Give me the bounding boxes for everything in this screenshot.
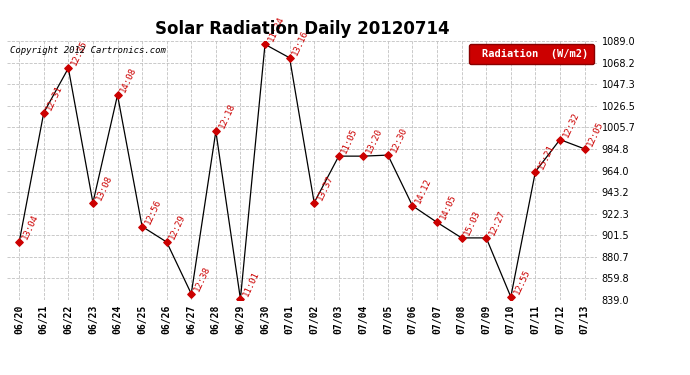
Text: 11:05: 11:05	[340, 127, 359, 155]
Text: 15:21: 15:21	[537, 142, 556, 171]
Text: 13:08: 13:08	[94, 174, 114, 202]
Point	[530, 169, 541, 175]
Point	[579, 146, 590, 152]
Point	[555, 136, 566, 142]
Point	[38, 110, 49, 116]
Text: 14:05: 14:05	[438, 193, 458, 221]
Text: 12:56: 12:56	[144, 197, 163, 225]
Point	[481, 235, 492, 241]
Point	[382, 152, 393, 158]
Point	[407, 203, 418, 209]
Text: 12:18: 12:18	[217, 102, 237, 130]
Text: 13:04: 13:04	[21, 213, 40, 241]
Text: Copyright 2012 Cartronics.com: Copyright 2012 Cartronics.com	[10, 46, 166, 56]
Text: 12:38: 12:38	[193, 265, 212, 293]
Point	[210, 128, 221, 134]
Point	[358, 153, 369, 159]
Point	[112, 92, 123, 98]
Point	[161, 239, 172, 245]
Point	[333, 153, 344, 159]
Text: 12:29: 12:29	[168, 213, 188, 241]
Text: 13:20: 13:20	[364, 127, 384, 155]
Text: 12:32: 12:32	[561, 110, 581, 138]
Text: 12:55: 12:55	[512, 268, 531, 296]
Text: 11:24: 11:24	[266, 15, 286, 44]
Text: 14:12: 14:12	[414, 177, 433, 205]
Text: 15:03: 15:03	[463, 209, 482, 237]
Point	[431, 219, 442, 225]
Point	[456, 235, 467, 241]
Text: 12:31: 12:31	[45, 84, 65, 112]
Title: Solar Radiation Daily 20120714: Solar Radiation Daily 20120714	[155, 20, 449, 38]
Point	[88, 200, 99, 206]
Point	[186, 291, 197, 297]
Text: 13:16: 13:16	[290, 28, 310, 57]
Point	[308, 200, 319, 206]
Point	[63, 65, 74, 71]
Text: 12:30: 12:30	[389, 126, 408, 154]
Point	[235, 296, 246, 302]
Text: 14:08: 14:08	[119, 66, 138, 94]
Point	[284, 55, 295, 61]
Legend: Radiation  (W/m2): Radiation (W/m2)	[469, 44, 594, 64]
Text: 12:05: 12:05	[586, 120, 605, 148]
Text: 12:35: 12:35	[70, 39, 89, 67]
Text: 13:37: 13:37	[315, 174, 335, 202]
Text: 12:27: 12:27	[487, 209, 507, 237]
Point	[14, 239, 25, 245]
Text: 11:01: 11:01	[241, 270, 262, 298]
Point	[505, 294, 516, 300]
Point	[259, 41, 270, 47]
Point	[137, 224, 148, 230]
